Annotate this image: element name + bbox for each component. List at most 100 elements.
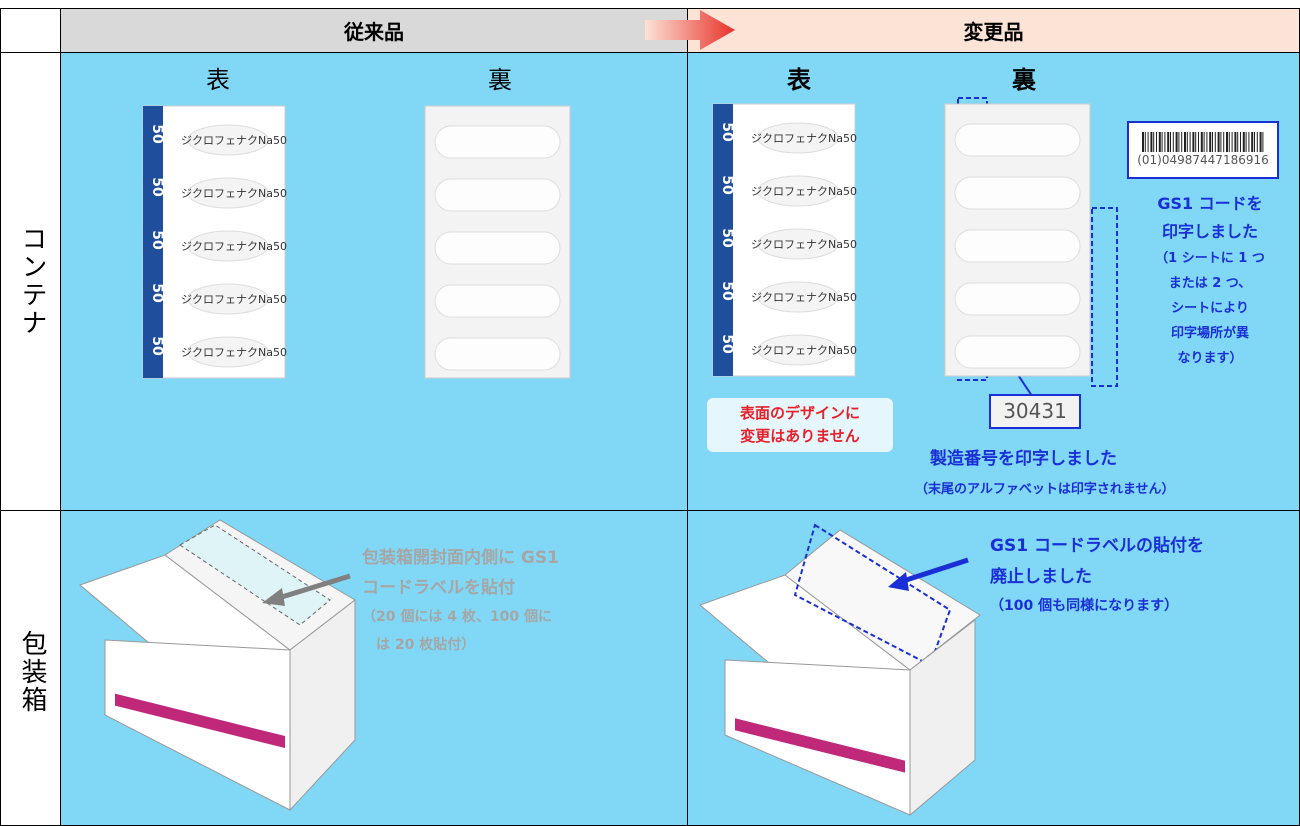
lot-note: 製造番号を印字しました [930,449,1117,469]
pill-cell [757,175,839,207]
bar-line [1150,132,1153,152]
product-label: ジクロフェナクNa50 [751,185,857,198]
note-line: なります） [1177,351,1243,366]
pill-cell [757,334,839,366]
product-label: ジクロフェナクNa50 [181,240,287,253]
bar-line [1240,132,1241,152]
bar-line [1147,132,1149,152]
header-new [687,8,1300,53]
bar-line [1231,132,1233,152]
lot-subnote: （末尾のアルファベットは印字されません） [915,482,1175,497]
bar-line [1206,132,1208,152]
bar-line [1223,132,1225,152]
gs1-number: (01)04987447186916 [1137,153,1269,167]
pill [954,229,1081,263]
side-label: 表 [206,66,230,94]
front-sheet: 50 ジクロフェナクNa50 50 ジクロフェナクNa50 50 ジクロフェナクNa50 5… [142,105,287,379]
strength-mark: 50 [719,334,735,354]
new-box-note: GS1 コードラベルの貼付を 廃止しました （100 個も同様になります） [990,530,1204,620]
gs1-note: GS1 コードを 印字しました （1 シートに 1 つ または 2 つ、 シート… [1125,190,1295,371]
product-label: ジクロフェナクNa50 [181,346,287,359]
pill-cell [757,281,839,313]
pill [954,176,1081,210]
pill-cell [187,336,269,368]
note-line: コードラベルを貼付 [362,578,515,598]
bar-line [1259,132,1262,152]
pill [954,335,1081,369]
old-arrow [271,573,351,603]
bar-line [1234,132,1237,152]
header-old-title: 従来品 [344,20,404,44]
lot-sample: 30431 [1003,399,1067,423]
bar-line [1228,132,1230,152]
strength-mark: 50 [719,281,735,301]
pill-cell [187,124,269,156]
back-sheet [424,105,571,379]
bar-line [1254,132,1255,152]
bar-line [1214,132,1216,152]
bar-line [1248,132,1250,152]
bar-line [1170,132,1171,152]
bar-line [1189,132,1191,152]
pill [434,125,561,159]
bar-line [1245,132,1247,152]
bar-line [1226,132,1228,152]
note-line: シートにより [1171,301,1249,316]
bar-line [1186,132,1188,152]
bar-line [1220,132,1222,152]
bar-line [1262,132,1264,152]
sheet-strip [143,106,163,378]
pill-cell [757,228,839,260]
bar-line [1164,132,1166,152]
front-note-box [707,398,893,452]
bar-line [1172,132,1174,152]
product-label: ジクロフェナクNa50 [181,187,287,200]
note-line: GS1 コードラベルの貼付を [990,536,1204,556]
pill [434,337,561,371]
bar-line [1198,132,1199,152]
note-line: 包装箱開封面内側に GS1 [362,548,559,568]
note-line: 変更はありません [740,427,860,445]
strength-mark: 50 [149,124,165,144]
old-box-note: 包装箱開封面内側に GS1 コードラベルを貼付 （20 個には 4 枚、100 … [362,543,559,659]
pill [954,123,1081,157]
pill-cell [187,230,269,262]
bar-line [1242,132,1245,152]
bar-line [1203,132,1205,152]
bar-line [1144,132,1146,152]
front-sheet: 50 ジクロフェナクNa50 50 ジクロフェナクNa50 50 ジクロフェナクNa50 5… [712,103,857,377]
note-line: 印字しました [1161,222,1258,241]
note-line: 表面のデザインに [739,404,860,422]
bar-line [1142,132,1144,152]
bar-line [1195,132,1197,152]
bar-line [1209,132,1212,152]
product-label: ジクロフェナクNa50 [751,238,857,251]
bar-line [1192,132,1195,152]
bar-line [1184,132,1186,152]
note-line: は 20 枚貼付） [376,637,476,653]
side-label: 表 [787,66,811,94]
strength-mark: 50 [719,175,735,195]
bar-line [1212,132,1213,152]
note-line: GS1 コードを [1157,194,1263,213]
strength-mark: 50 [149,230,165,250]
side-label: 裏 [488,66,512,94]
pill [954,282,1081,316]
note-line: （1 シートに 1 つ [1155,251,1265,266]
bar-line [1156,132,1157,152]
bar-line [1178,132,1180,152]
header-new-title: 変更品 [963,20,1024,44]
strength-mark: 50 [719,122,735,142]
pill [434,231,561,265]
bar-line [1256,132,1258,152]
front-note: 表面のデザインに 変更はありません [707,402,893,448]
product-label: ジクロフェナクNa50 [751,344,857,357]
product-label: ジクロフェナクNa50 [181,134,287,147]
product-label: ジクロフェナクNa50 [181,293,287,306]
strength-mark: 50 [149,177,165,197]
bar-line [1217,132,1220,152]
lot-box [989,394,1081,429]
side-label: 裏 [1012,66,1036,94]
